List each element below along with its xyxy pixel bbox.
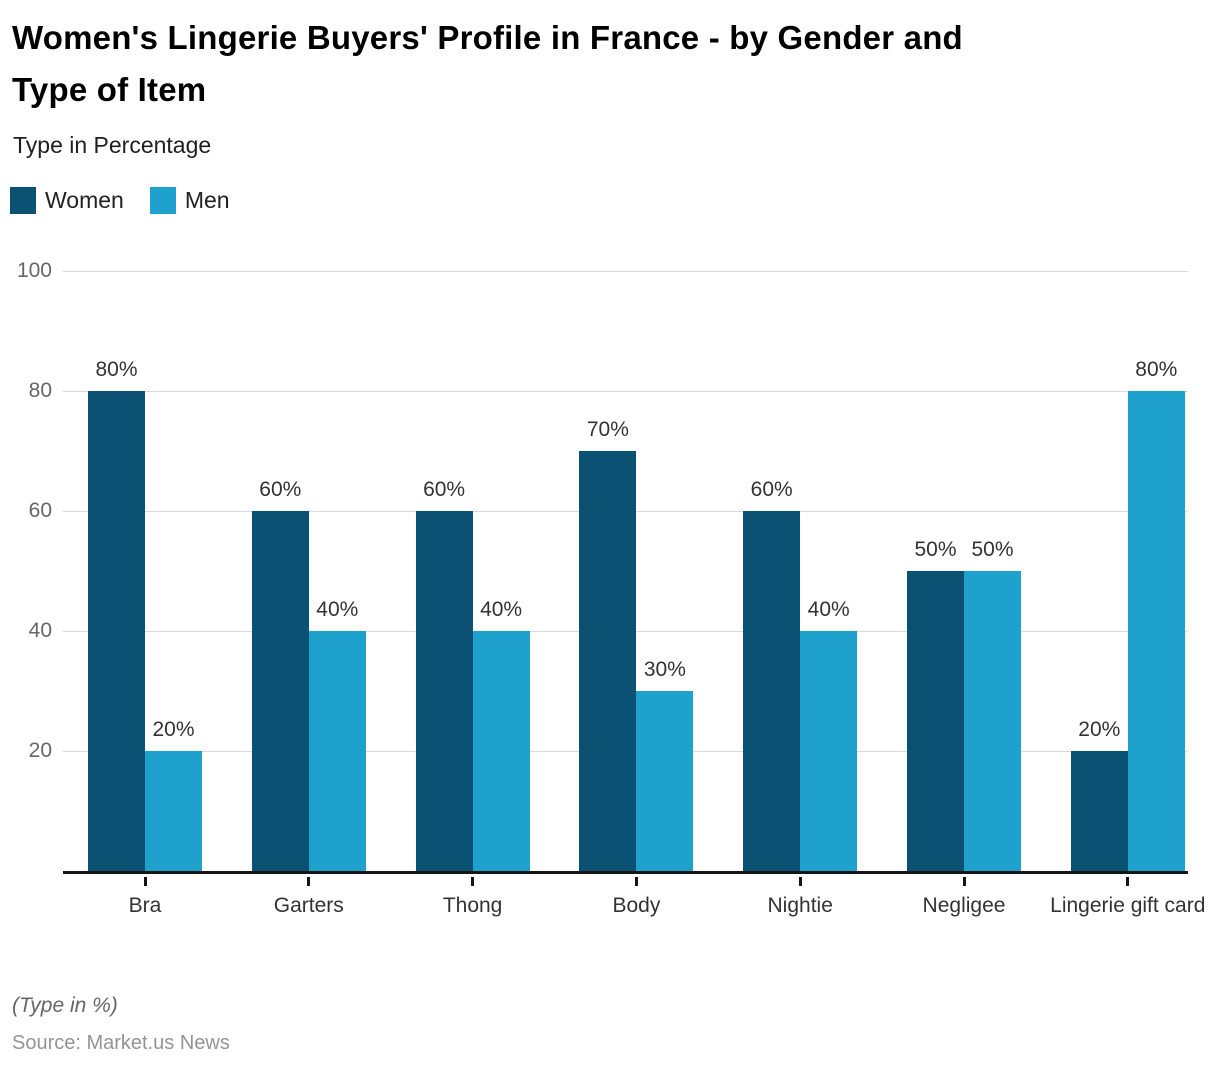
bar-women-thong: [415, 511, 473, 871]
x-axis-tick-body: [634, 877, 638, 886]
bar-men-lingerie-gift-card: [1127, 391, 1185, 871]
x-tick-label-bra: Bra: [128, 894, 162, 917]
chart-subtitle: Type in Percentage: [13, 132, 212, 158]
bar-men-negligee: [964, 571, 1021, 871]
x-tick-label-nightie: Nightie: [767, 894, 833, 917]
legend-item-men: Men: [149, 187, 230, 214]
footnote: (Type in %): [12, 994, 118, 1017]
chart-title-line1: Women's Lingerie Buyers' Profile in Fran…: [12, 19, 963, 56]
value-label-women-nightie: 60%: [750, 478, 793, 501]
x-tick-label-negligee: Negligee: [922, 894, 1006, 917]
bar-men-bra: [145, 751, 202, 871]
value-label-women-thong: 60%: [423, 478, 466, 501]
x-axis-tick-thong: [471, 877, 475, 886]
bar-women-lingerie-gift-card: [1070, 751, 1128, 871]
value-label-men-nightie: 40%: [807, 598, 850, 621]
y-tick-label-100: 100: [16, 259, 52, 282]
legend-label-women: Women: [45, 187, 124, 213]
bar-women-garters: [251, 511, 309, 871]
value-label-women-garters: 60%: [259, 478, 302, 501]
value-label-women-body: 70%: [586, 418, 629, 441]
x-tick-label-lingerie-gift-card: Lingerie gift card: [1050, 894, 1206, 917]
gridline-100: [63, 271, 1188, 272]
value-label-men-negligee: 50%: [971, 538, 1014, 561]
value-label-men-garters: 40%: [316, 598, 359, 621]
legend-swatch-men: [149, 187, 176, 214]
x-tick-label-garters: Garters: [273, 894, 344, 917]
bar-men-nightie: [800, 631, 858, 871]
value-label-women-negligee: 50%: [914, 538, 957, 561]
bar-men-body: [636, 691, 694, 871]
x-axis-tick-garters: [307, 877, 311, 886]
bar-women-body: [579, 451, 637, 871]
chart-legend: Women Men: [10, 187, 230, 214]
x-axis-tick-lingerie-gift-card: [1126, 877, 1130, 886]
legend-swatch-women: [10, 187, 36, 214]
y-tick-label-60: 60: [28, 499, 52, 522]
y-tick-label-20: 20: [28, 739, 52, 762]
value-label-men-thong: 40%: [480, 598, 523, 621]
x-axis-tick-bra: [143, 877, 147, 886]
y-tick-label-40: 40: [28, 619, 52, 642]
legend-label-men: Men: [184, 187, 230, 213]
x-tick-label-thong: Thong: [442, 894, 503, 917]
bar-women-nightie: [743, 511, 801, 871]
x-axis-tick-negligee: [962, 877, 966, 886]
x-axis-tick-nightie: [798, 877, 802, 886]
x-tick-label-body: Body: [612, 894, 661, 917]
value-label-women-lingerie-gift-card: 20%: [1078, 718, 1121, 741]
plot-area: 80% 20% 60% 40% 60% 40% 70% 30% 60% 40% 50% 50% 20% 8…: [63, 271, 1188, 886]
bar-women-bra: [88, 391, 145, 871]
source-credit: Source: Market.us News: [12, 1032, 230, 1054]
y-tick-label-80: 80: [28, 379, 52, 402]
value-label-men-bra: 20%: [152, 718, 195, 741]
legend-item-women: Women: [10, 187, 124, 214]
bar-men-garters: [308, 631, 366, 871]
bar-men-thong: [472, 631, 530, 871]
y-axis-labels: 100 80 60 40 20: [0, 0, 52, 1070]
bar-women-negligee: [907, 571, 964, 871]
value-label-men-lingerie-gift-card: 80%: [1135, 358, 1178, 381]
gridline-80: [63, 391, 1188, 392]
chart-title-line2: Type of Item: [12, 71, 207, 108]
value-label-men-body: 30%: [643, 658, 686, 681]
chart-title: Women's Lingerie Buyers' Profile in Fran…: [12, 12, 1202, 116]
value-label-women-bra: 80%: [95, 358, 138, 381]
